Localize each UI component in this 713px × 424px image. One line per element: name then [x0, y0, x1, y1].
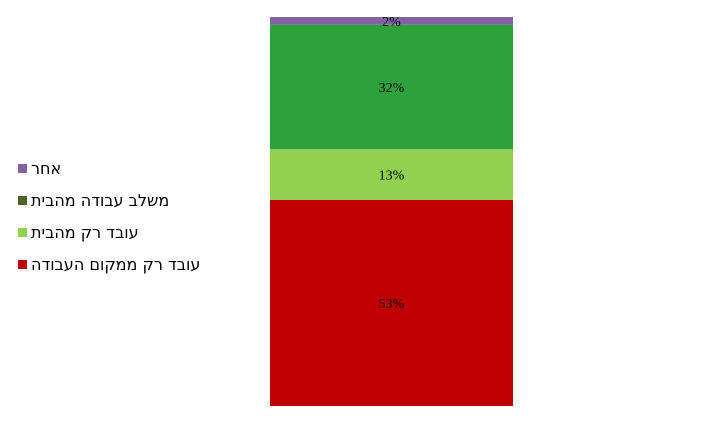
data-label-3: 2% [382, 15, 401, 30]
legend-swatch [18, 195, 27, 205]
bar-segment-1 [270, 149, 513, 200]
legend-item-office-only: עובד רק ממקום העבודה [18, 248, 200, 280]
bar-segment-3 [270, 17, 513, 25]
legend-item-hybrid: משלב עבודה מהבית [18, 184, 200, 216]
legend-item-home-only: עובד רק מהבית [18, 216, 200, 248]
data-label-0: 53% [379, 297, 405, 312]
legend-label: עובד רק ממקום העבודה [31, 254, 201, 274]
legend-swatch [18, 259, 27, 269]
bar-segment-0 [270, 199, 513, 406]
bar-segment-2 [270, 24, 513, 150]
legend-label: עובד רק מהבית [31, 222, 139, 242]
legend-item-other: אחר [18, 152, 200, 184]
data-label-1: 13% [379, 169, 405, 184]
bar-segments [270, 17, 513, 406]
legend-label: משלב עבודה מהבית [31, 190, 170, 210]
data-label-2: 32% [379, 81, 405, 96]
legend-swatch [18, 163, 27, 173]
data-labels: 53% 13% 32% 2% [379, 15, 405, 312]
legend: אחר משלב עבודה מהבית עובד רק מהבית עובד … [18, 152, 200, 280]
legend-swatch [18, 227, 27, 237]
legend-label: אחר [31, 158, 62, 178]
